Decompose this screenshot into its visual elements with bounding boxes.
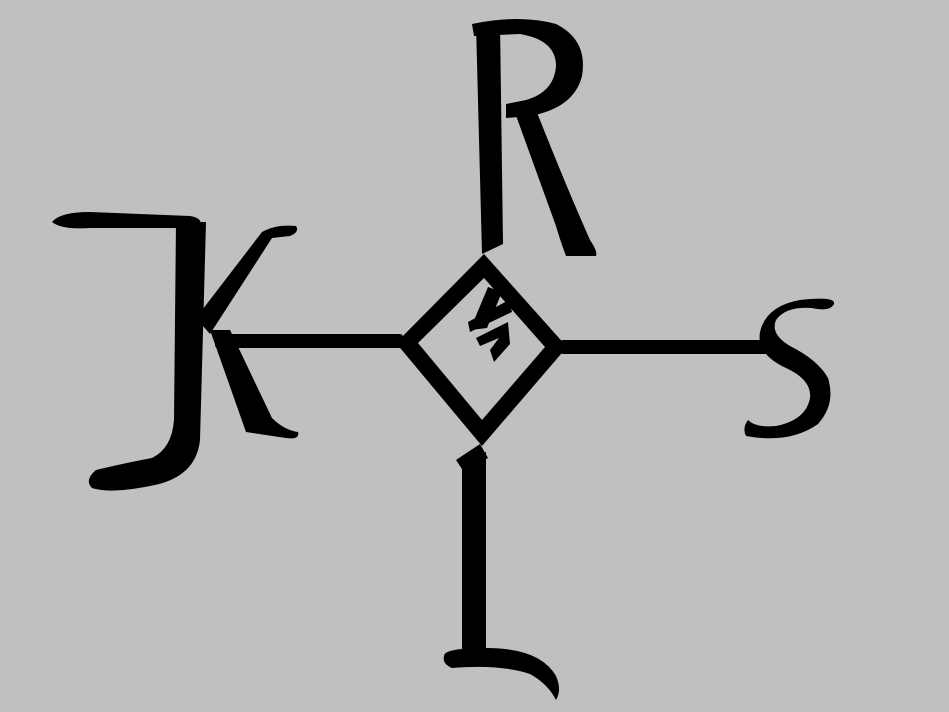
right-arm-bar — [560, 340, 770, 354]
center-lozenge-a — [396, 254, 567, 446]
letter-r-top — [472, 19, 597, 256]
letter-l-bottom — [443, 444, 559, 700]
letter-k-left — [52, 212, 299, 491]
letter-s-right — [744, 298, 835, 439]
left-arm-bar — [215, 334, 403, 348]
